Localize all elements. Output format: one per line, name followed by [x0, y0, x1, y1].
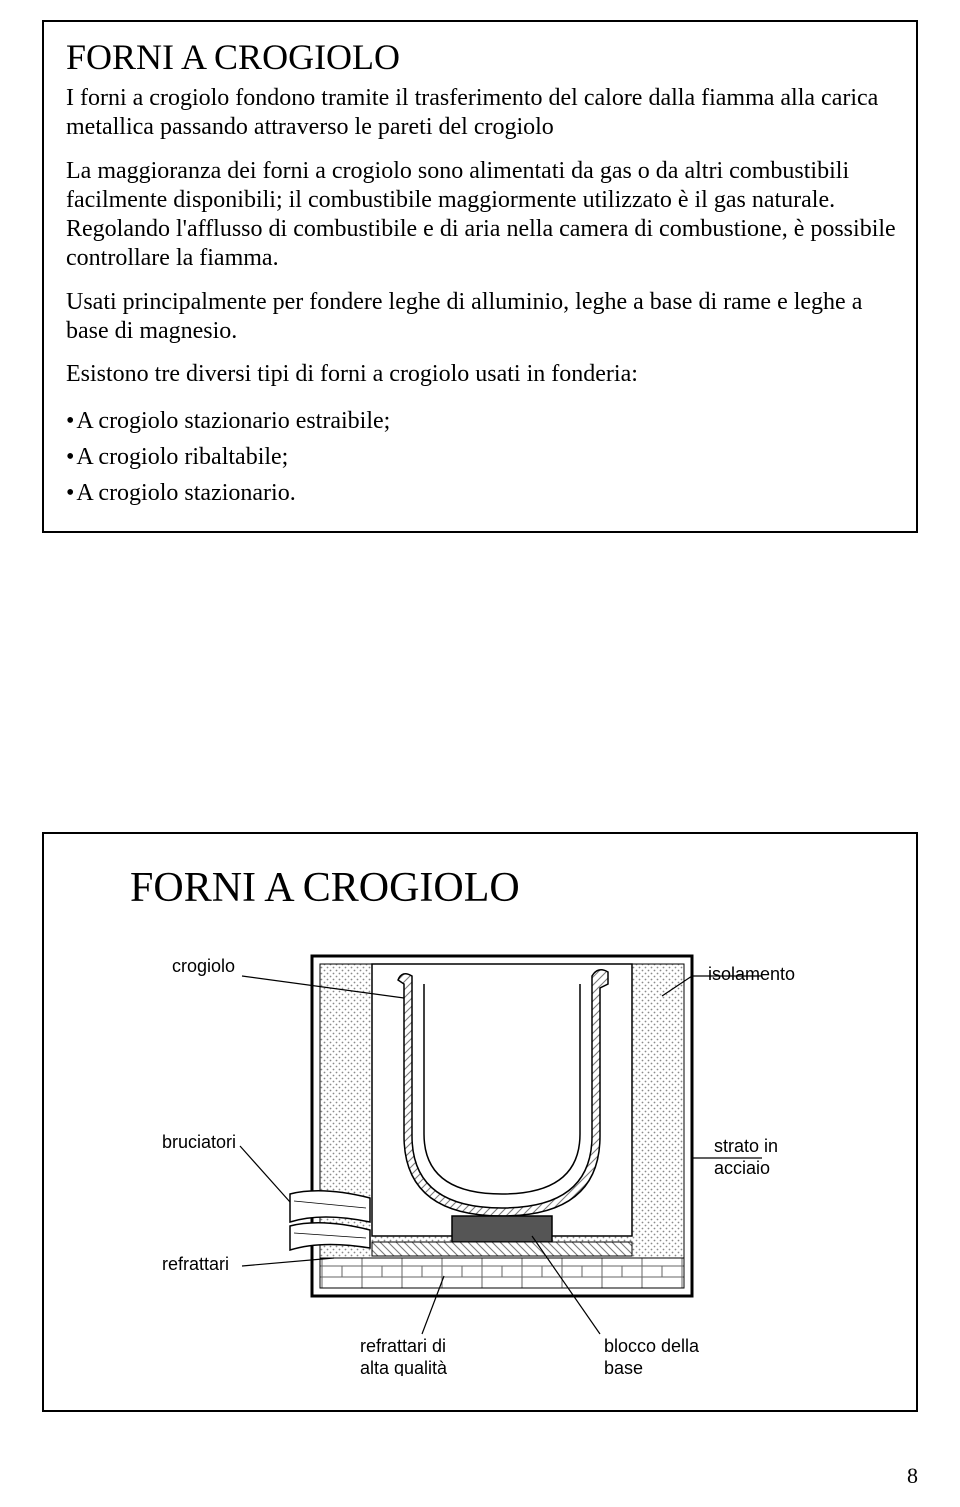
- label-refrattari: refrattari: [162, 1254, 229, 1274]
- list-item-3: A crogiolo stazionario.: [66, 475, 900, 511]
- label-strato-1: strato in: [714, 1136, 778, 1156]
- label-crogiolo: crogiolo: [172, 956, 235, 976]
- paragraph-1: I forni a crogiolo fondono tramite il tr…: [66, 84, 900, 143]
- label-refalta-2: alta qualità: [360, 1358, 448, 1376]
- label-refalta-1: refrattari di: [360, 1336, 446, 1356]
- top-panel: FORNI A CROGIOLO I forni a crogiolo fond…: [42, 20, 918, 533]
- paragraph-4: Esistono tre diversi tipi di forni a cro…: [66, 360, 900, 389]
- label-blocco-1: blocco della: [604, 1336, 700, 1356]
- crucible-types-list: A crogiolo stazionario estraibile; A cro…: [66, 403, 900, 511]
- label-blocco-2: base: [604, 1358, 643, 1376]
- list-item-2: A crogiolo ribaltabile;: [66, 439, 900, 475]
- label-isolamento: isolamento: [708, 964, 795, 984]
- bottom-title: FORNI A CROGIOLO: [130, 864, 900, 912]
- paragraph-3: Usati principalmente per fondere leghe d…: [66, 288, 900, 347]
- top-title: FORNI A CROGIOLO: [66, 36, 900, 78]
- label-bruciatori: bruciatori: [162, 1132, 236, 1152]
- label-strato-2: acciaio: [714, 1158, 770, 1178]
- bottom-panel: FORNI A CROGIOLO: [42, 832, 918, 1412]
- list-item-1: A crogiolo stazionario estraibile;: [66, 403, 900, 439]
- page-number: 8: [907, 1463, 918, 1489]
- paragraph-2: La maggioranza dei forni a crogiolo sono…: [66, 157, 900, 274]
- crucible-furnace-diagram: crogiolo isolamento bruciatori strato in…: [122, 936, 882, 1376]
